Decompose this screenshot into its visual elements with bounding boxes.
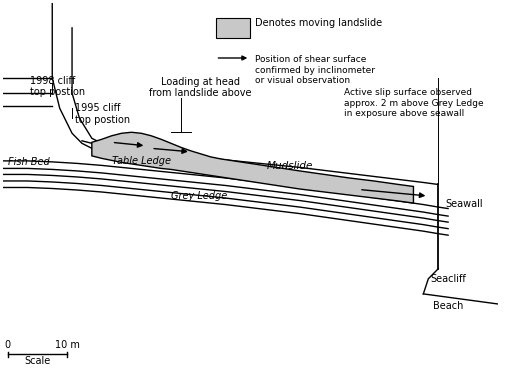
Text: Seawall: Seawall (446, 199, 483, 209)
Text: 0: 0 (5, 340, 11, 350)
Bar (216, 18, 250, 38)
Text: Scale: Scale (24, 356, 51, 366)
Text: 10 m: 10 m (55, 340, 79, 350)
Text: Seacliff: Seacliff (431, 274, 466, 284)
Polygon shape (92, 132, 413, 203)
Text: 1998 cliff
top postion: 1998 cliff top postion (30, 76, 85, 97)
Text: Table Ledge: Table Ledge (111, 156, 171, 166)
Text: Loading at head
from landslide above: Loading at head from landslide above (150, 76, 252, 98)
Text: Fish Bed: Fish Bed (8, 157, 50, 167)
Text: 1995 cliff
top postion: 1995 cliff top postion (74, 103, 130, 125)
Text: Grey Ledge: Grey Ledge (171, 191, 227, 201)
Text: Active slip surface observed
approx. 2 m above Grey Ledge
in exposure above seaw: Active slip surface observed approx. 2 m… (344, 88, 484, 118)
Text: Position of shear surface
confirmed by inclinometer
or visual observation: Position of shear surface confirmed by i… (255, 55, 375, 85)
Text: Beach: Beach (433, 301, 463, 311)
Text: Mudslide: Mudslide (267, 161, 313, 171)
Text: Denotes moving landslide: Denotes moving landslide (255, 18, 382, 28)
